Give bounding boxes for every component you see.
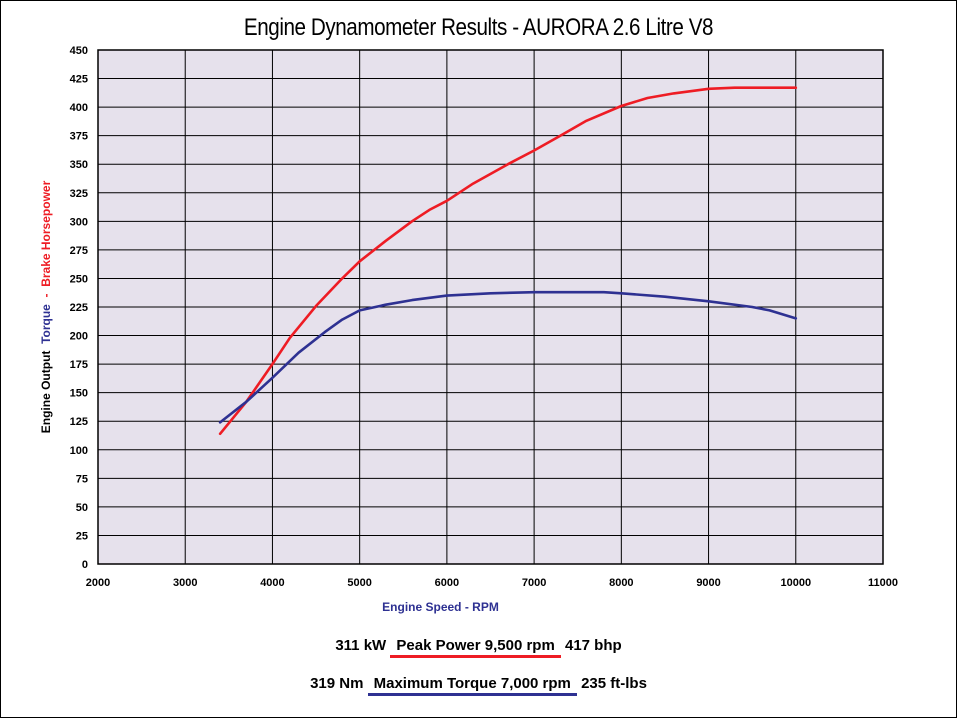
y-axis-label-part: - [39,293,53,304]
x-tick-label: 6000 [435,577,459,589]
torque-ftlbs: 235 ft-lbs [581,675,647,692]
x-tick-label: 5000 [347,577,371,589]
torque-legend: Maximum Torque 7,000 rpm [367,675,577,696]
y-tick-label: 0 [82,559,88,571]
y-tick-label: 225 [70,302,88,314]
y-tick-label: 75 [76,473,88,485]
y-tick-label: 375 [70,131,88,143]
y-tick-label: 100 [70,445,88,457]
y-tick-label: 250 [70,273,88,285]
power-summary: 311 kW Peak Power 9,500 rpm 417 bhp [0,637,957,658]
x-tick-label: 3000 [173,577,197,589]
y-axis-label-part: Brake Horsepower [39,180,53,293]
y-axis-label-part: Engine Output [39,351,53,434]
power-label: Peak Power 9,500 rpm [396,637,555,654]
y-tick-label: 325 [70,188,88,200]
x-tick-label: 8000 [609,577,633,589]
y-axis-label-part: Torque [39,304,53,351]
y-axis-label: Engine Output Torque - Brake Horsepower [39,180,53,433]
x-tick-label: 9000 [696,577,720,589]
x-tick-label: 2000 [86,577,110,589]
power-bhp: 417 bhp [564,637,622,654]
y-tick-label: 300 [70,216,88,228]
power-legend-line [390,655,561,658]
series-line-torque [218,290,798,424]
y-tick-label: 350 [70,159,88,171]
y-tick-label: 450 [70,45,88,57]
y-tick-label: 275 [70,245,88,257]
y-tick-label: 125 [70,416,88,428]
y-tick-label: 400 [70,102,88,114]
x-axis-label: Engine Speed - RPM [382,600,499,614]
y-tick-label: 150 [70,388,88,400]
x-tick-label: 10000 [780,577,811,589]
y-tick-label: 25 [76,530,88,542]
y-tick-label: 200 [70,331,88,343]
y-tick-label: 50 [76,502,88,514]
power-legend: Peak Power 9,500 rpm [390,637,561,658]
torque-summary: 319 Nm Maximum Torque 7,000 rpm 235 ft-l… [0,675,957,696]
x-tick-label: 7000 [522,577,546,589]
plot-border [97,49,884,565]
x-tick-label: 11000 [868,577,898,589]
torque-legend-line [367,693,577,696]
y-tick-label: 425 [70,74,88,86]
x-tick-label: 4000 [260,577,284,589]
chart-title: Engine Dynamometer Results - AURORA 2.6 … [243,14,714,41]
torque-nm: 319 Nm [310,675,364,692]
power-kw: 311 kW [335,637,387,654]
y-tick-label: 175 [70,359,88,371]
series-line-brake-horsepower [218,86,798,436]
torque-label: Maximum Torque 7,000 rpm [373,675,571,692]
